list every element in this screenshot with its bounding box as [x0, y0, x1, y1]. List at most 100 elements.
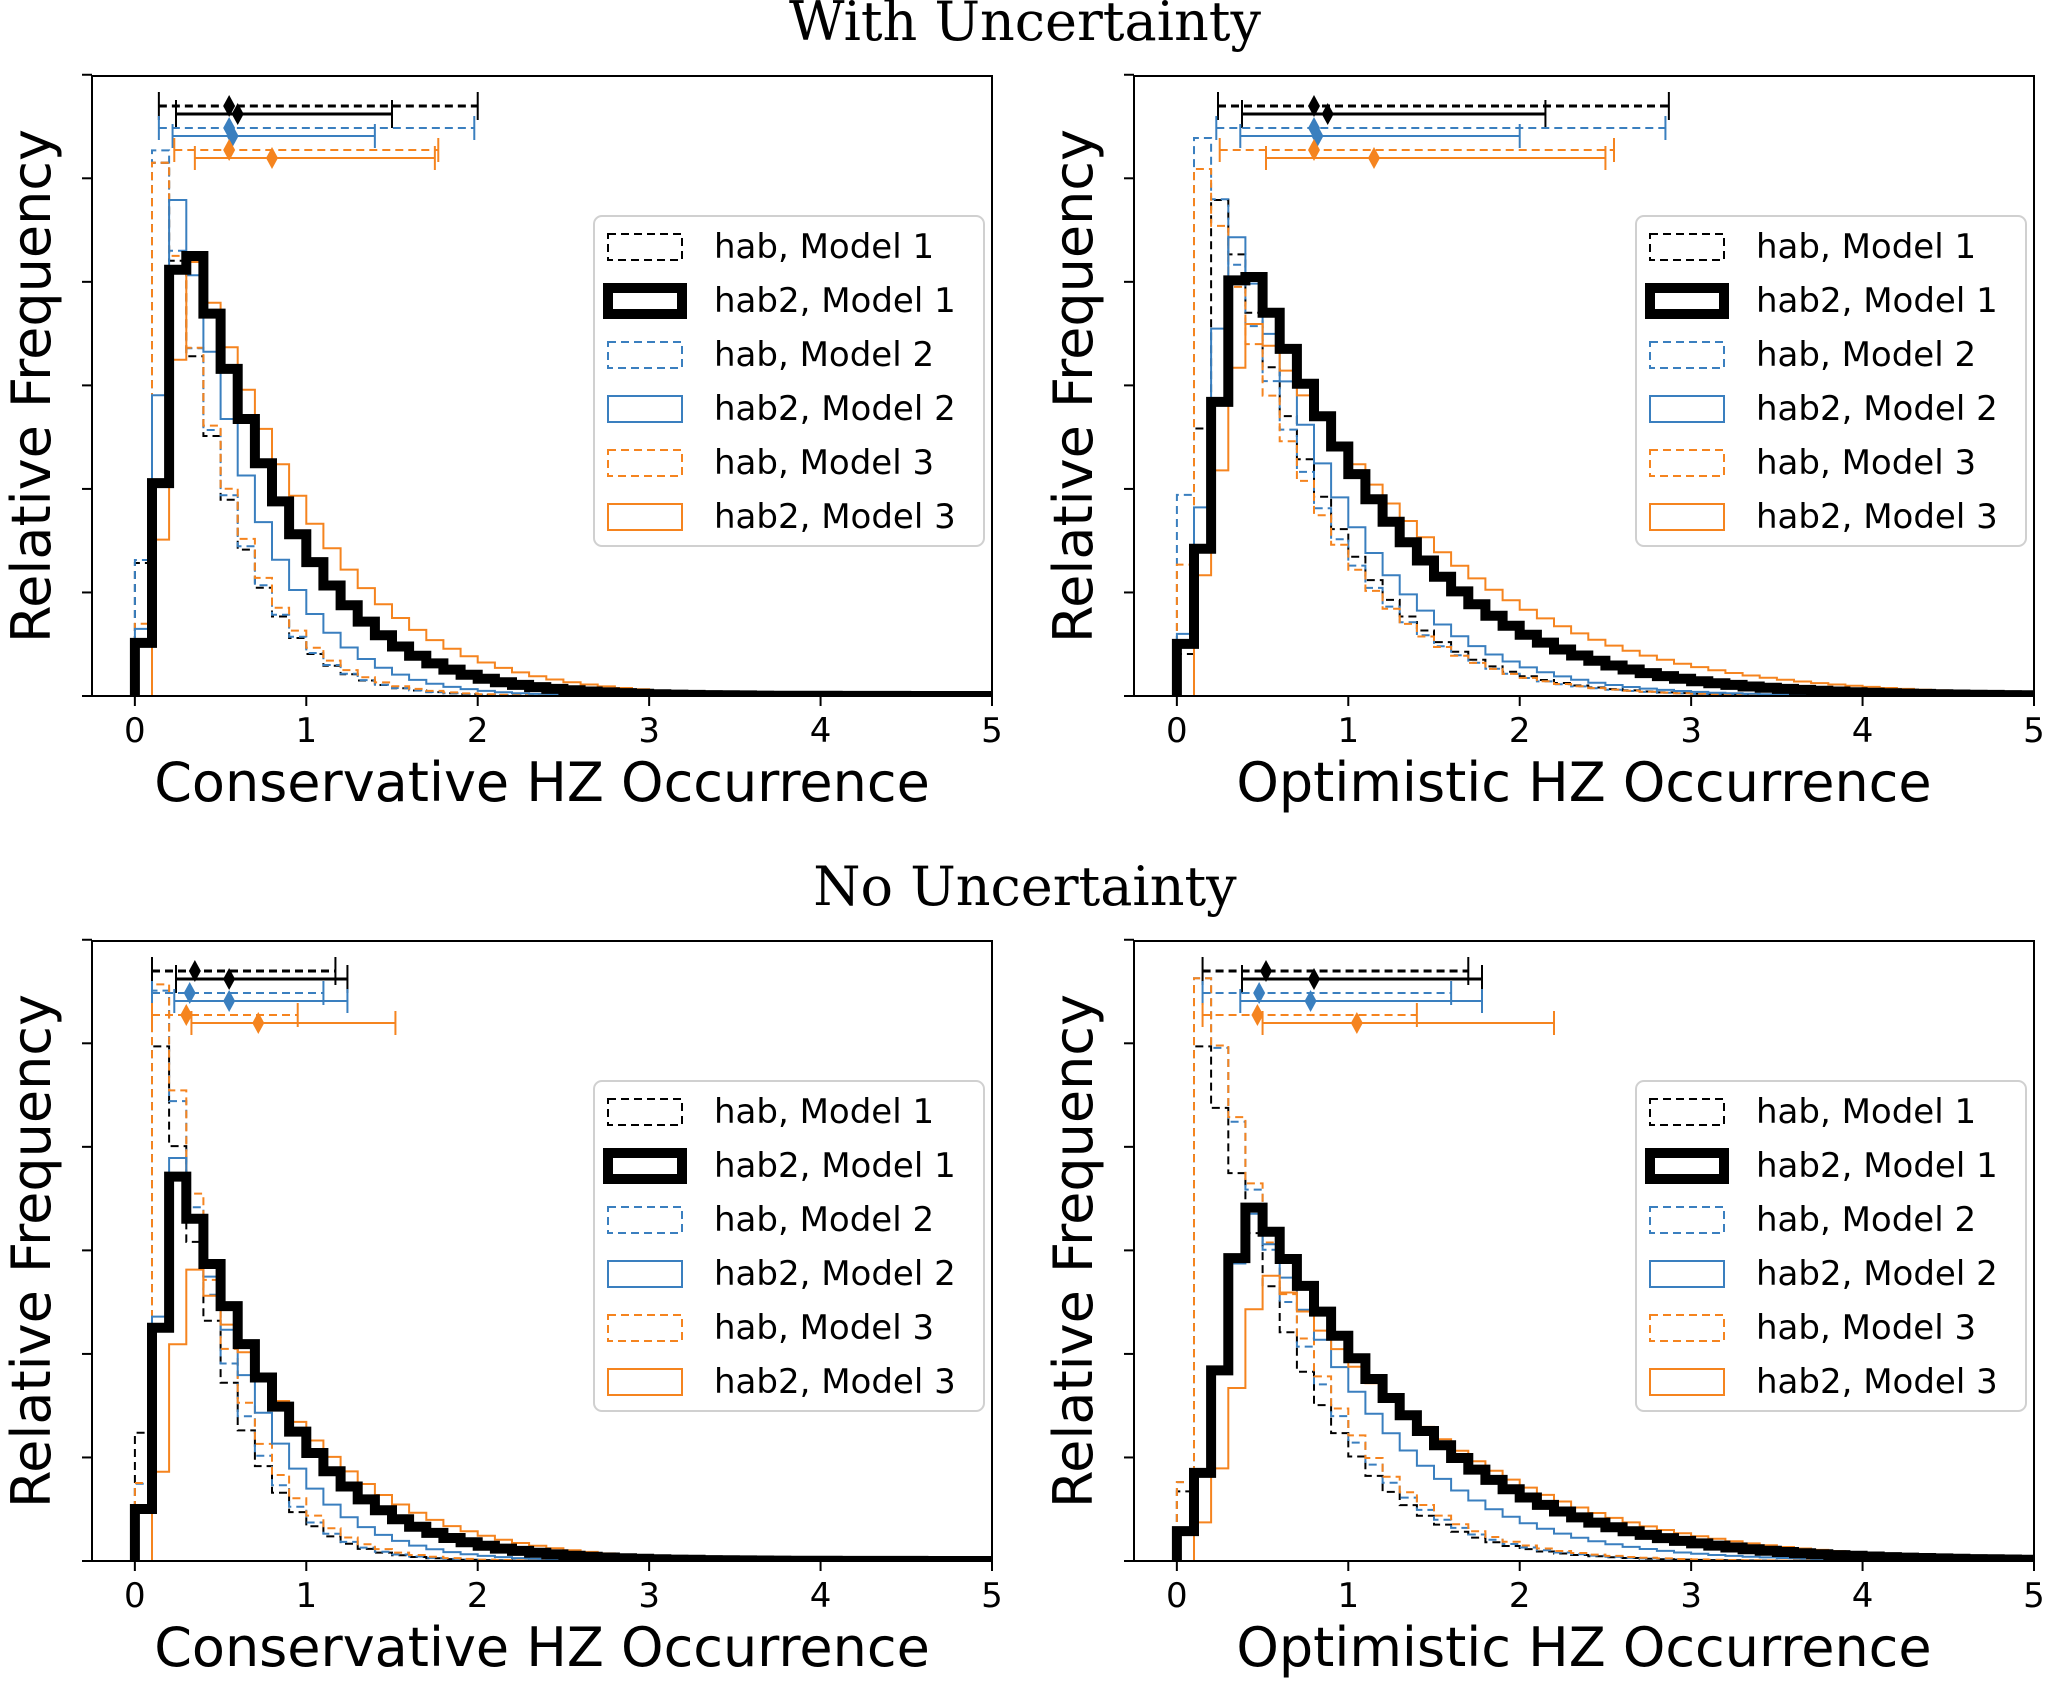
legend-swatch [1649, 1314, 1725, 1342]
legend-swatch [1649, 449, 1725, 477]
legend-swatch [1649, 233, 1725, 261]
x-tick-label: 0 [1166, 1576, 1188, 1616]
legend-box [1635, 215, 2027, 547]
x-tick-label: 0 [124, 1576, 146, 1616]
hist-series-hab-model-2 [133, 149, 992, 696]
interval-model-1-solid [175, 100, 393, 128]
x-tick-label: 1 [295, 1576, 317, 1616]
x-tick-label: 2 [467, 1576, 489, 1616]
legend-entry: hab2, Model 2 [714, 389, 956, 429]
median-marker [1260, 960, 1272, 982]
median-marker [180, 1004, 193, 1026]
x-tick-label: 3 [1680, 711, 1702, 751]
legend-swatch [607, 395, 683, 423]
interval-model-1-dashed [151, 957, 337, 985]
legend-swatch [1649, 1206, 1725, 1234]
y-axis-label: Relative Frequency [0, 129, 63, 643]
legend-entry: hab, Model 2 [714, 1200, 934, 1240]
legend-swatch [607, 503, 683, 531]
x-tick-label: 2 [1509, 711, 1531, 751]
median-marker [1368, 147, 1380, 169]
y-axis-label: Relative Frequency [1042, 129, 1105, 643]
legend-entry: hab, Model 3 [1756, 443, 1976, 483]
legend-entry: hab2, Model 1 [1756, 1146, 1998, 1186]
x-axis-label: Conservative HZ Occurrence [154, 1616, 930, 1679]
panel-no-uncertainty-conservative: 0 1 2 3 4 5 Conservative HZ Occurrence Relative… [0, 938, 1003, 1679]
x-tick-label: 3 [1680, 1576, 1702, 1616]
panel-with-uncertainty-conservative: 0 1 2 3 4 5 Conservative HZ Occurrence Relative… [0, 73, 1003, 814]
x-tick-label: 0 [124, 711, 146, 751]
interval-model-3-dashed [1218, 138, 1615, 162]
legend-entry: hab, Model 1 [714, 1092, 934, 1132]
legend-swatch [603, 1148, 687, 1184]
interval-model-3-solid [190, 1011, 397, 1035]
legend-entry: hab2, Model 2 [714, 1254, 956, 1294]
legend-swatch [1645, 1148, 1729, 1184]
legend-swatch [607, 233, 683, 261]
median-marker [252, 1012, 265, 1034]
legend-entry: hab2, Model 1 [1756, 281, 1998, 321]
interval-model-3-solid [193, 146, 436, 170]
legend-swatch [1649, 503, 1725, 531]
median-marker [1251, 1004, 1264, 1026]
x-tick-label: 2 [1509, 1576, 1531, 1616]
legend-entry: hab2, Model 3 [1756, 497, 1998, 537]
interval-model-1-dashed [1217, 92, 1670, 120]
median-marker [223, 968, 236, 990]
legend-entry: hab, Model 2 [1756, 1200, 1976, 1240]
legend-swatch [1645, 283, 1729, 319]
legend-entry: hab2, Model 3 [1756, 1362, 1998, 1402]
legend: hab, Model 1 hab2, Model 1 hab, Model 2 hab… [593, 215, 985, 547]
legend-swatch [607, 341, 683, 369]
legend-entry: hab, Model 2 [714, 335, 934, 375]
x-tick-label: 5 [2023, 711, 2045, 751]
legend-entry: hab, Model 3 [1756, 1308, 1976, 1348]
hist-series-hab-model-3 [133, 983, 992, 1561]
legend-swatch [607, 1206, 683, 1234]
legend-box [593, 1080, 985, 1412]
x-axis-label: Conservative HZ Occurrence [154, 751, 930, 814]
legend: hab, Model 1 hab2, Model 1 hab, Model 2 hab… [1635, 215, 2027, 547]
x-tick-label: 1 [295, 711, 317, 751]
median-marker [266, 147, 278, 169]
median-marker [223, 139, 236, 161]
median-marker [231, 103, 244, 125]
legend-box [1635, 1080, 2027, 1412]
legend-entry: hab, Model 1 [1756, 227, 1976, 267]
interval-model-1-solid [1241, 965, 1483, 993]
x-axis-label: Optimistic HZ Occurrence [1236, 751, 1931, 814]
legend-swatch [1649, 341, 1725, 369]
x-tick-label: 3 [638, 711, 660, 751]
interval-model-2-solid [1239, 989, 1483, 1013]
x-tick-label: 5 [2023, 1576, 2045, 1616]
x-tick-label: 4 [810, 711, 832, 751]
median-marker [183, 982, 196, 1004]
legend-entry: hab2, Model 1 [714, 281, 956, 321]
median-marker [1253, 982, 1266, 1004]
x-tick-label: 0 [1166, 711, 1188, 751]
panel-with-uncertainty-optimistic: 0 1 2 3 4 5 Optimistic HZ Occurrence Relative F… [1042, 73, 2045, 814]
x-tick-label: 5 [981, 711, 1003, 751]
median-marker [1308, 139, 1320, 161]
legend-swatch [607, 1368, 683, 1396]
panel-no-uncertainty-optimistic: 0 1 2 3 4 5 Optimistic HZ Occurrence Relative F… [1042, 938, 2045, 1679]
y-axis-label: Relative Frequency [1042, 994, 1105, 1508]
hist-series-hab2-model-2 [133, 199, 992, 696]
median-marker [188, 960, 201, 982]
legend-swatch [607, 449, 683, 477]
x-axis-label: Optimistic HZ Occurrence [1236, 1616, 1931, 1679]
bottom-section-title: No Uncertainty [813, 855, 1237, 918]
legend: hab, Model 1 hab2, Model 1 hab, Model 2 hab… [1635, 1080, 2027, 1412]
hist-series-hab2-model-1 [1171, 1202, 2034, 1561]
legend: hab, Model 1 hab2, Model 1 hab, Model 2 hab… [593, 1080, 985, 1412]
hist-series-hab-model-3 [133, 161, 992, 696]
legend-entry: hab, Model 3 [714, 1308, 934, 1348]
x-tick-label: 3 [638, 1576, 660, 1616]
interval-model-3-dashed [173, 138, 440, 162]
x-tick-label: 2 [467, 711, 489, 751]
x-tick-label: 1 [1337, 1576, 1359, 1616]
interval-model-3-solid [1261, 1011, 1555, 1035]
legend-entry: hab, Model 2 [1756, 335, 1976, 375]
interval-model-1-dashed [1201, 957, 1470, 985]
